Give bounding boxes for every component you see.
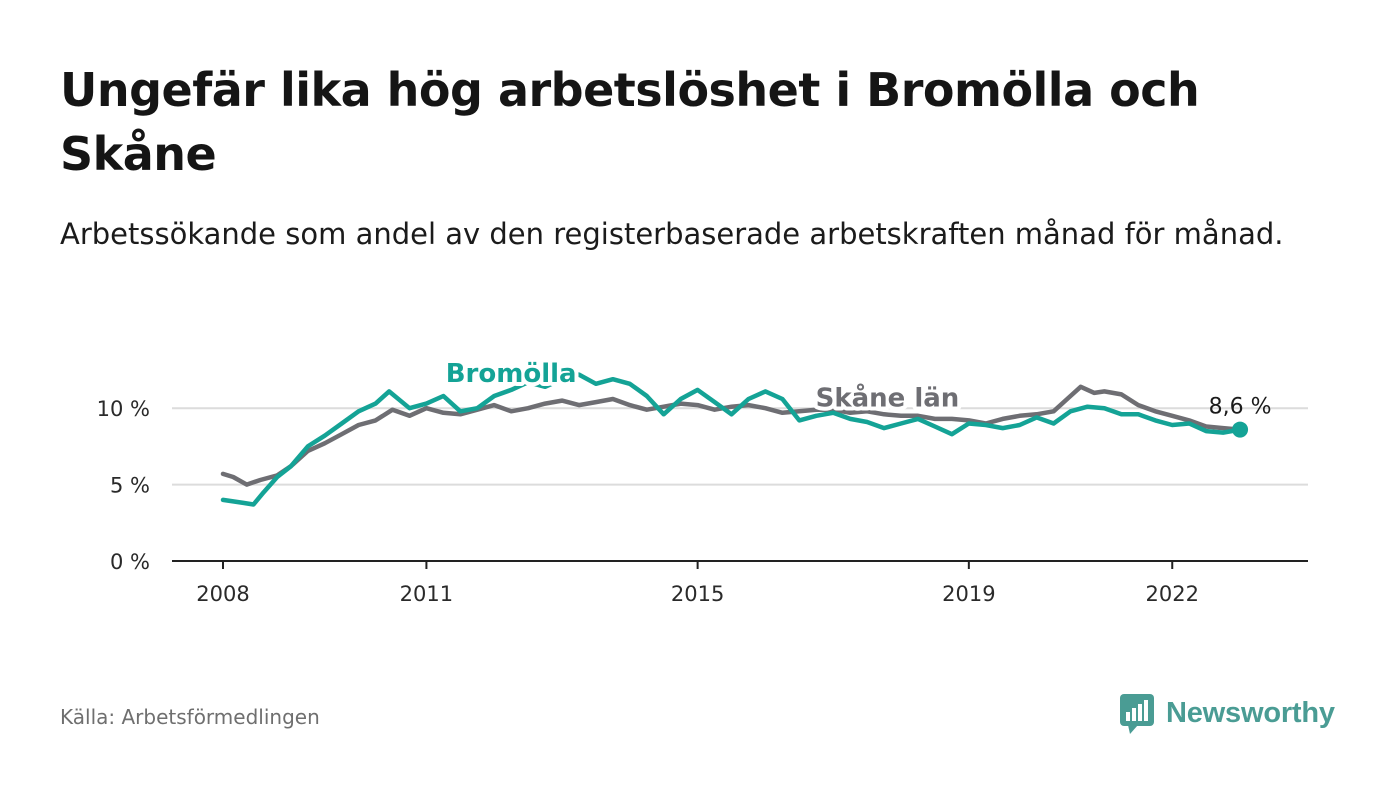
series-line-brom-lla bbox=[220, 372, 1243, 507]
end-point-marker bbox=[1232, 421, 1249, 438]
chart-subtitle: Arbetssökande som andel av den registerb… bbox=[60, 217, 1284, 251]
series-line-sk-ne-l-n bbox=[220, 384, 1243, 487]
series-label-halo: Skåne län bbox=[816, 381, 960, 413]
x-tick-label: 2022 bbox=[1146, 582, 1199, 606]
bar-chart-speech-icon bbox=[1120, 694, 1154, 734]
y-tick-label: 5 % bbox=[110, 474, 150, 498]
brand-name: Newsworthy bbox=[1166, 696, 1335, 729]
x-tick-label: 2008 bbox=[196, 582, 249, 606]
x-tick-label: 2019 bbox=[942, 582, 995, 606]
series-label: Skåne län bbox=[816, 381, 960, 413]
series-label-halo: Bromölla bbox=[446, 359, 577, 389]
series-label: Bromölla bbox=[446, 359, 577, 389]
y-axis: 0 % 5 % 10 % bbox=[97, 397, 150, 574]
x-tick-label: 2011 bbox=[400, 582, 453, 606]
series-lines bbox=[220, 372, 1243, 507]
x-axis: 2008 2011 2015 2019 2022 bbox=[172, 560, 1308, 606]
newsworthy-logo[interactable]: Newsworthy bbox=[1118, 690, 1335, 736]
gridlines bbox=[172, 407, 1308, 486]
y-tick-label: 0 % bbox=[110, 550, 150, 574]
chart-title: Ungefär lika hög arbetslöshet i Bromölla… bbox=[60, 63, 1200, 181]
x-tick-label: 2015 bbox=[671, 582, 724, 606]
end-value-label: 8,6 % bbox=[1209, 395, 1272, 420]
y-tick-label: 10 % bbox=[97, 397, 150, 421]
source-note: Källa: Arbetsförmedlingen bbox=[60, 705, 320, 729]
